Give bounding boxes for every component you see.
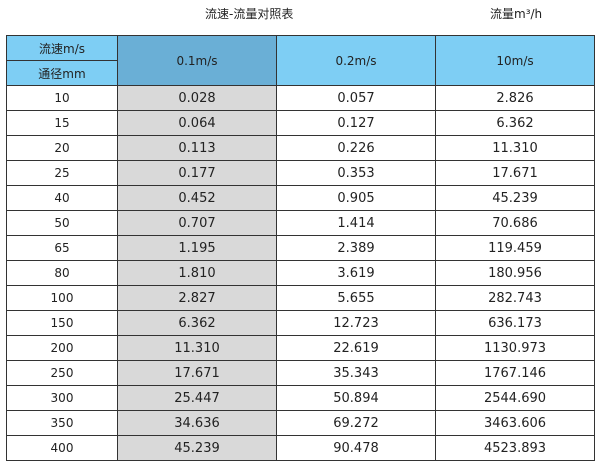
flow-cell: 2.826 xyxy=(435,85,595,111)
flow-cell: 0.057 xyxy=(276,85,436,111)
flow-cell: 17.671 xyxy=(117,360,277,386)
diameter-cell: 15 xyxy=(6,110,118,136)
table-row: 40 0.452 0.905 45.239 xyxy=(6,185,595,211)
flow-cell: 22.619 xyxy=(276,335,436,361)
flow-cell: 0.226 xyxy=(276,135,436,161)
table-row: 100 2.827 5.655 282.743 xyxy=(6,285,595,311)
velocity-header: 流速m/s xyxy=(6,35,118,61)
flow-rate-table: 流速m/s 0.1m/s 0.2m/s 10m/s 通径mm 10 0.028 0.… xyxy=(6,35,595,461)
flow-cell: 0.905 xyxy=(276,185,436,211)
column-header: 0.1m/s xyxy=(117,35,277,86)
table-row: 200 11.310 22.619 1130.973 xyxy=(6,335,595,361)
table-row: 20 0.113 0.226 11.310 xyxy=(6,135,595,161)
flow-cell: 3.619 xyxy=(276,260,436,286)
table-row: 250 17.671 35.343 1767.146 xyxy=(6,360,595,386)
table-row: 400 45.239 90.478 4523.893 xyxy=(6,435,595,461)
flow-cell: 0.353 xyxy=(276,160,436,186)
table-row: 50 0.707 1.414 70.686 xyxy=(6,210,595,236)
flow-cell: 0.028 xyxy=(117,85,277,111)
table-row: 350 34.636 69.272 3463.606 xyxy=(6,410,595,436)
flow-cell: 12.723 xyxy=(276,310,436,336)
flow-cell: 1.414 xyxy=(276,210,436,236)
flow-cell: 6.362 xyxy=(117,310,277,336)
diameter-cell: 250 xyxy=(6,360,118,386)
flow-cell: 1130.973 xyxy=(435,335,595,361)
flow-cell: 4523.893 xyxy=(435,435,595,461)
column-header: 10m/s xyxy=(435,35,595,86)
diameter-cell: 10 xyxy=(6,85,118,111)
unit-label: 流量m³/h xyxy=(490,7,543,21)
flow-cell: 2.389 xyxy=(276,235,436,261)
flow-cell: 35.343 xyxy=(276,360,436,386)
flow-cell: 3463.606 xyxy=(435,410,595,436)
diameter-cell: 400 xyxy=(6,435,118,461)
table-row: 10 0.028 0.057 2.826 xyxy=(6,85,595,111)
flow-cell: 119.459 xyxy=(435,235,595,261)
flow-cell: 69.272 xyxy=(276,410,436,436)
flow-cell: 6.362 xyxy=(435,110,595,136)
flow-cell: 45.239 xyxy=(435,185,595,211)
flow-cell: 34.636 xyxy=(117,410,277,436)
flow-cell: 282.743 xyxy=(435,285,595,311)
flow-cell: 11.310 xyxy=(117,335,277,361)
table-row: 300 25.447 50.894 2544.690 xyxy=(6,385,595,411)
flow-cell: 5.655 xyxy=(276,285,436,311)
flow-cell: 636.173 xyxy=(435,310,595,336)
flow-cell: 0.127 xyxy=(276,110,436,136)
diameter-cell: 20 xyxy=(6,135,118,161)
diameter-cell: 100 xyxy=(6,285,118,311)
flow-cell: 1767.146 xyxy=(435,360,595,386)
flow-cell: 90.478 xyxy=(276,435,436,461)
flow-cell: 180.956 xyxy=(435,260,595,286)
flow-cell: 25.447 xyxy=(117,385,277,411)
flow-cell: 17.671 xyxy=(435,160,595,186)
flow-cell: 0.707 xyxy=(117,210,277,236)
flow-cell: 0.177 xyxy=(117,160,277,186)
diameter-cell: 65 xyxy=(6,235,118,261)
diameter-cell: 200 xyxy=(6,335,118,361)
diameter-cell: 25 xyxy=(6,160,118,186)
flow-cell: 50.894 xyxy=(276,385,436,411)
flow-cell: 70.686 xyxy=(435,210,595,236)
table-row: 150 6.362 12.723 636.173 xyxy=(6,310,595,336)
flow-cell: 0.064 xyxy=(117,110,277,136)
flow-cell: 1.195 xyxy=(117,235,277,261)
flow-cell: 2.827 xyxy=(117,285,277,311)
diameter-cell: 50 xyxy=(6,210,118,236)
table-title: 流速-流量对照表 xyxy=(205,7,294,21)
flow-cell: 45.239 xyxy=(117,435,277,461)
table-row: 80 1.810 3.619 180.956 xyxy=(6,260,595,286)
flow-cell: 2544.690 xyxy=(435,385,595,411)
table-row: 25 0.177 0.353 17.671 xyxy=(6,160,595,186)
flow-cell: 0.452 xyxy=(117,185,277,211)
flow-cell: 1.810 xyxy=(117,260,277,286)
diameter-cell: 350 xyxy=(6,410,118,436)
flow-cell: 11.310 xyxy=(435,135,595,161)
diameter-cell: 80 xyxy=(6,260,118,286)
diameter-cell: 300 xyxy=(6,385,118,411)
table-row: 65 1.195 2.389 119.459 xyxy=(6,235,595,261)
column-header: 0.2m/s xyxy=(276,35,436,86)
diameter-cell: 150 xyxy=(6,310,118,336)
diameter-cell: 40 xyxy=(6,185,118,211)
flow-cell: 0.113 xyxy=(117,135,277,161)
diameter-header: 通径mm xyxy=(6,60,118,86)
table-row: 15 0.064 0.127 6.362 xyxy=(6,110,595,136)
